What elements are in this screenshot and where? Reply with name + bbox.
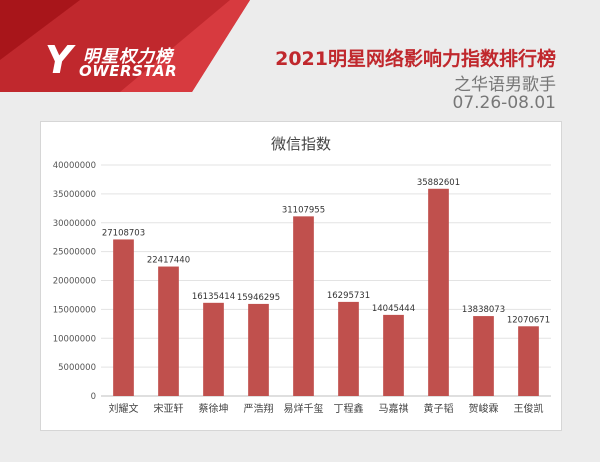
page-title: 2021明星网络影响力指数排行榜	[275, 48, 556, 70]
bar	[203, 302, 224, 396]
y-tick-label: 25000000	[53, 248, 96, 258]
x-tick-label: 宋亚轩	[154, 402, 184, 415]
y-tick-label: 15000000	[53, 305, 96, 315]
x-tick-label: 丁程鑫	[334, 402, 364, 415]
y-tick-label: 20000000	[53, 277, 96, 287]
bar	[158, 266, 179, 396]
x-tick-label: 王俊凯	[514, 402, 544, 415]
y-tick-label: 30000000	[53, 219, 96, 229]
x-tick-label: 贺峻霖	[469, 402, 499, 415]
y-tick-label: 40000000	[53, 161, 96, 171]
bar	[428, 188, 449, 396]
x-tick-label: 马嘉祺	[379, 402, 409, 415]
data-label: 13838073	[462, 305, 505, 315]
x-tick-label: 严浩翔	[244, 402, 274, 415]
bar	[338, 301, 359, 396]
logo-mark: Y	[45, 38, 73, 82]
logo-chinese: 明星权力榜	[83, 47, 173, 67]
x-tick-label: 黄子韬	[424, 402, 454, 415]
x-tick-label: 蔡徐坤	[199, 402, 229, 415]
powerstar-logo: Y 明星权力榜 OWERSTAR	[45, 38, 205, 88]
data-label: 27108703	[102, 228, 145, 238]
bar-chart: 微信指数 0 5000000 10000000 15000000 20000000 250…	[53, 135, 551, 415]
data-label: 12070671	[507, 315, 550, 325]
logo-english: OWERSTAR	[79, 62, 178, 80]
data-label: 22417440	[147, 256, 190, 266]
chart-title: 微信指数	[271, 135, 331, 153]
header: Y 明星权力榜 OWERSTAR 2021明星网络影响力指数排行榜 之华语男歌手…	[0, 0, 600, 120]
chart-card: 微信指数 0 5000000 10000000 15000000 20000000 250…	[40, 121, 562, 431]
y-tick-label: 35000000	[53, 190, 96, 200]
bar	[518, 326, 539, 396]
data-label: 16135414	[192, 292, 235, 302]
brand-banner	[0, 0, 250, 92]
date-range: 07.26-08.01	[452, 93, 556, 113]
y-tick-label: 5000000	[58, 363, 96, 373]
y-axis: 0 5000000 10000000 15000000 20000000 25000000…	[53, 161, 96, 402]
y-tick-label: 0	[91, 392, 96, 402]
page-subtitle: 之华语男歌手	[454, 75, 556, 95]
bar	[383, 314, 404, 396]
data-label: 15946295	[237, 293, 280, 303]
bar	[293, 216, 314, 396]
bar	[473, 316, 494, 396]
bar	[113, 239, 134, 396]
y-tick-label: 10000000	[53, 334, 96, 344]
data-labels: 27108703 22417440 16135414 15946295 31107955…	[102, 178, 550, 326]
x-axis: 刘耀文 宋亚轩 蔡徐坤 严浩翔 易烊千玺 丁程鑫 马嘉祺 黄子韬 贺峻霖 王俊凯	[109, 402, 544, 415]
bars	[113, 188, 539, 396]
data-label: 35882601	[417, 178, 460, 188]
data-label: 14045444	[372, 304, 415, 314]
x-tick-label: 易烊千玺	[284, 402, 324, 415]
data-label: 31107955	[282, 205, 325, 215]
x-tick-label: 刘耀文	[109, 402, 139, 415]
bar	[248, 303, 269, 396]
data-label: 16295731	[327, 291, 370, 301]
